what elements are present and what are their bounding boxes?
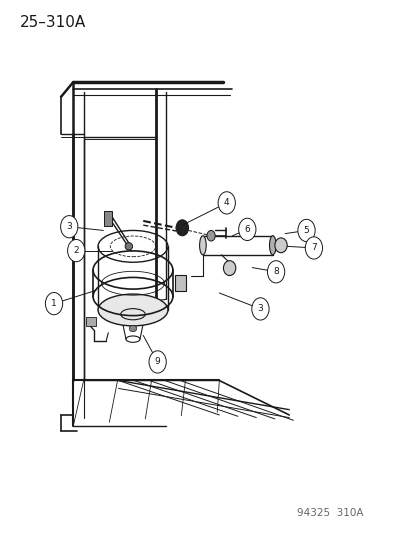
Text: 2: 2: [73, 246, 79, 255]
FancyBboxPatch shape: [104, 212, 112, 226]
Text: 4: 4: [223, 198, 229, 207]
Text: 8: 8: [273, 268, 278, 276]
Ellipse shape: [274, 238, 287, 253]
Ellipse shape: [206, 230, 215, 241]
Ellipse shape: [125, 243, 132, 250]
Circle shape: [238, 218, 255, 240]
Text: 25–310A: 25–310A: [20, 14, 86, 30]
Text: 7: 7: [310, 244, 316, 253]
Text: 9: 9: [154, 358, 160, 367]
Ellipse shape: [223, 261, 235, 276]
Text: 5: 5: [303, 226, 309, 235]
Circle shape: [304, 237, 322, 259]
Ellipse shape: [176, 220, 188, 236]
Circle shape: [218, 192, 235, 214]
Ellipse shape: [98, 294, 168, 326]
FancyBboxPatch shape: [175, 276, 186, 291]
Circle shape: [67, 239, 85, 262]
Text: 6: 6: [244, 225, 249, 234]
Ellipse shape: [129, 325, 136, 332]
Ellipse shape: [269, 236, 275, 255]
Text: 94325  310A: 94325 310A: [297, 508, 363, 519]
Text: 3: 3: [257, 304, 263, 313]
Circle shape: [267, 261, 284, 283]
FancyBboxPatch shape: [85, 317, 95, 326]
Circle shape: [45, 293, 62, 315]
Ellipse shape: [199, 236, 206, 255]
Text: 3: 3: [66, 222, 72, 231]
Text: 1: 1: [51, 299, 57, 308]
Circle shape: [297, 219, 314, 241]
Circle shape: [60, 216, 78, 238]
Circle shape: [251, 298, 268, 320]
Circle shape: [149, 351, 166, 373]
